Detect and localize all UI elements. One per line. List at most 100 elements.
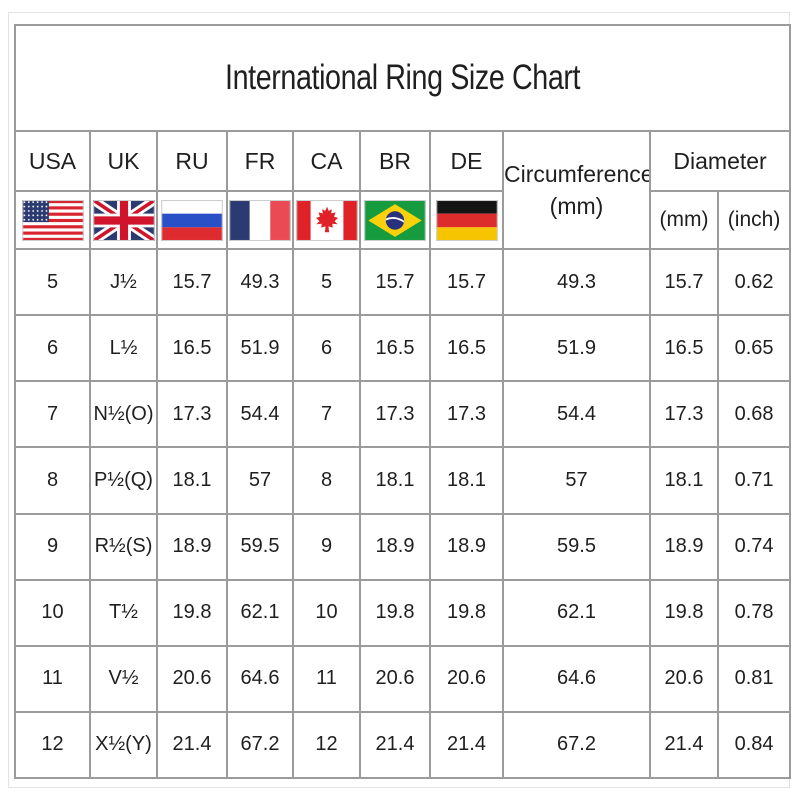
cell-ru: 20.6 bbox=[156, 644, 228, 713]
cell-br: 21.4 bbox=[359, 710, 431, 780]
flag-cell-usa bbox=[14, 190, 91, 250]
col-header-ru: RU bbox=[156, 130, 228, 192]
cell-diameter-inch: 0.81 bbox=[716, 644, 792, 713]
cell-circumference: 64.6 bbox=[502, 644, 651, 713]
cell-ca: 6 bbox=[292, 314, 361, 383]
cell-diameter-inch: 0.68 bbox=[716, 380, 792, 449]
flag-cell-canada bbox=[292, 190, 361, 250]
col-header-de: DE bbox=[429, 130, 504, 192]
flag-cell-brazil bbox=[359, 190, 431, 250]
table-row: 5 J½ 15.7 49.3 5 15.7 15.7 49.3 15.7 0.6… bbox=[14, 247, 792, 317]
cell-diameter-mm: 18.9 bbox=[649, 512, 719, 581]
table-row: 10 T½ 19.8 62.1 10 19.8 19.8 62.1 19.8 0… bbox=[14, 578, 792, 647]
cell-ru: 18.1 bbox=[156, 446, 228, 515]
cell-de: 19.8 bbox=[429, 578, 504, 647]
cell-ru: 21.4 bbox=[156, 710, 228, 780]
cell-diameter-mm: 21.4 bbox=[649, 710, 719, 780]
cell-uk: N½(O) bbox=[89, 380, 158, 449]
cell-diameter-inch: 0.84 bbox=[716, 710, 792, 780]
cell-br: 16.5 bbox=[359, 314, 431, 383]
cell-ru: 15.7 bbox=[156, 247, 228, 317]
cell-ru: 17.3 bbox=[156, 380, 228, 449]
sub-header-diameter-mm: (mm) bbox=[649, 190, 719, 250]
cell-de: 18.1 bbox=[429, 446, 504, 515]
cell-uk: L½ bbox=[89, 314, 158, 383]
cell-ca: 8 bbox=[292, 446, 361, 515]
cell-ru: 18.9 bbox=[156, 512, 228, 581]
cell-ca: 7 bbox=[292, 380, 361, 449]
cell-circumference: 62.1 bbox=[502, 578, 651, 647]
cell-usa: 12 bbox=[14, 710, 91, 780]
table-row: 12 X½(Y) 21.4 67.2 12 21.4 21.4 67.2 21.… bbox=[14, 710, 792, 780]
col-header-circumference: Circumference (mm) bbox=[502, 130, 651, 250]
sub-header-diameter-inch: (inch) bbox=[716, 190, 792, 250]
table-row: 8 P½(Q) 18.1 57 8 18.1 18.1 57 18.1 0.71 bbox=[14, 446, 792, 515]
ring-size-chart-table: International Ring Size Chart USA UK RU … bbox=[13, 24, 792, 780]
cell-fr: 49.3 bbox=[226, 247, 294, 317]
flag-cell-germany bbox=[429, 190, 504, 250]
cell-de: 17.3 bbox=[429, 380, 504, 449]
cell-br: 15.7 bbox=[359, 247, 431, 317]
cell-usa: 6 bbox=[14, 314, 91, 383]
cell-diameter-inch: 0.74 bbox=[716, 512, 792, 581]
cell-de: 18.9 bbox=[429, 512, 504, 581]
cell-ca: 10 bbox=[292, 578, 361, 647]
cell-br: 19.8 bbox=[359, 578, 431, 647]
cell-de: 16.5 bbox=[429, 314, 504, 383]
col-header-br: BR bbox=[359, 130, 431, 192]
russia-flag-icon bbox=[161, 199, 223, 241]
usa-flag-icon bbox=[21, 199, 84, 241]
cell-diameter-inch: 0.62 bbox=[716, 247, 792, 317]
table-row: 6 L½ 16.5 51.9 6 16.5 16.5 51.9 16.5 0.6… bbox=[14, 314, 792, 383]
cell-fr: 54.4 bbox=[226, 380, 294, 449]
cell-diameter-mm: 16.5 bbox=[649, 314, 719, 383]
col-header-fr: FR bbox=[226, 130, 294, 192]
cell-circumference: 54.4 bbox=[502, 380, 651, 449]
col-header-ca: CA bbox=[292, 130, 361, 192]
circumference-unit-label: (mm) bbox=[549, 193, 604, 219]
cell-uk: J½ bbox=[89, 247, 158, 317]
cell-diameter-mm: 20.6 bbox=[649, 644, 719, 713]
circumference-label: Circumference bbox=[504, 160, 650, 187]
cell-circumference: 49.3 bbox=[502, 247, 651, 317]
cell-fr: 59.5 bbox=[226, 512, 294, 581]
col-header-usa: USA bbox=[14, 130, 91, 192]
france-flag-icon bbox=[229, 199, 291, 241]
cell-ca: 11 bbox=[292, 644, 361, 713]
canada-flag-icon bbox=[295, 199, 358, 241]
cell-fr: 67.2 bbox=[226, 710, 294, 780]
cell-uk: V½ bbox=[89, 644, 158, 713]
brazil-flag-icon bbox=[364, 199, 426, 241]
cell-uk: T½ bbox=[89, 578, 158, 647]
chart-title-cell: International Ring Size Chart bbox=[13, 24, 792, 132]
cell-fr: 64.6 bbox=[226, 644, 294, 713]
flag-row: (mm) (inch) bbox=[14, 190, 792, 250]
cell-fr: 51.9 bbox=[226, 314, 294, 383]
cell-ru: 19.8 bbox=[156, 578, 228, 647]
cell-circumference: 67.2 bbox=[502, 710, 651, 780]
cell-ca: 12 bbox=[292, 710, 361, 780]
cell-diameter-mm: 19.8 bbox=[649, 578, 719, 647]
col-header-diameter: Diameter bbox=[648, 130, 792, 192]
cell-ca: 9 bbox=[292, 512, 361, 581]
cell-usa: 11 bbox=[14, 644, 91, 713]
germany-flag-icon bbox=[435, 199, 498, 241]
cell-circumference: 51.9 bbox=[502, 314, 651, 383]
cell-diameter-inch: 0.65 bbox=[716, 314, 792, 383]
cell-de: 15.7 bbox=[429, 247, 504, 317]
cell-usa: 10 bbox=[14, 578, 91, 647]
table-row: 7 N½(O) 17.3 54.4 7 17.3 17.3 54.4 17.3 … bbox=[14, 380, 792, 449]
cell-uk: X½(Y) bbox=[89, 710, 158, 780]
table-row: 9 R½(S) 18.9 59.5 9 18.9 18.9 59.5 18.9 … bbox=[14, 512, 792, 581]
uk-flag-icon bbox=[92, 199, 155, 241]
cell-de: 21.4 bbox=[429, 710, 504, 780]
cell-de: 20.6 bbox=[429, 644, 504, 713]
title-row: International Ring Size Chart bbox=[13, 24, 792, 132]
table-row: 11 V½ 20.6 64.6 11 20.6 20.6 64.6 20.6 0… bbox=[14, 644, 792, 713]
cell-usa: 9 bbox=[14, 512, 91, 581]
cell-br: 18.9 bbox=[359, 512, 431, 581]
cell-usa: 5 bbox=[14, 247, 91, 317]
flag-cell-uk bbox=[89, 190, 158, 250]
cell-circumference: 57 bbox=[502, 446, 651, 515]
cell-br: 18.1 bbox=[359, 446, 431, 515]
